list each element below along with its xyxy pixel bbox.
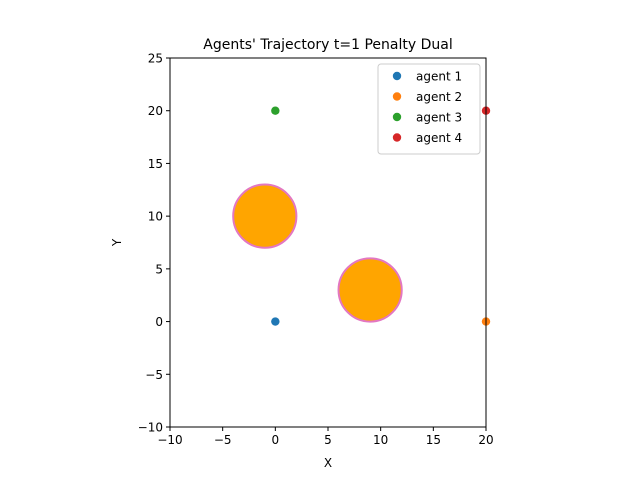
legend-label-agent-1: agent 1 (416, 70, 462, 84)
x-tick-label: 5 (324, 433, 332, 447)
y-tick-label: 10 (148, 210, 163, 224)
legend-label-agent-2: agent 2 (416, 90, 462, 104)
y-tick-label: 20 (148, 104, 163, 118)
x-axis-ticks: −10 −5 0 5 10 15 20 (157, 427, 494, 447)
chart-title: Agents' Trajectory t=1 Penalty Dual (203, 37, 452, 53)
agent-3-point-1 (271, 106, 280, 115)
x-axis-label: X (324, 456, 332, 470)
x-tick-label: 0 (272, 433, 280, 447)
y-tick-label: 5 (155, 262, 163, 276)
x-tick-label: 20 (478, 433, 493, 447)
agent-1-point-1 (271, 317, 280, 326)
y-tick-label: −5 (145, 368, 163, 382)
obstacles-layer (232, 183, 403, 323)
legend: agent 1 agent 2 agent 3 agent 4 (377, 63, 481, 155)
x-tick-label: −10 (157, 433, 182, 447)
y-tick-label: 0 (155, 315, 163, 329)
legend-marker-agent-2 (392, 92, 402, 101)
y-tick-label: −10 (138, 421, 163, 435)
obstacle-circle-2 (337, 257, 403, 323)
legend-box (377, 63, 481, 155)
y-tick-label: 15 (148, 157, 163, 171)
legend-marker-agent-1 (392, 71, 402, 81)
x-tick-label: 10 (373, 433, 388, 447)
y-axis-ticks: −10 −5 0 5 10 15 20 25 (138, 52, 170, 435)
x-tick-label: −5 (214, 433, 232, 447)
x-tick-label: 15 (426, 433, 441, 447)
legend-marker-agent-3 (392, 112, 402, 122)
legend-label-agent-4: agent 4 (416, 131, 462, 145)
legend-label-agent-3: agent 3 (416, 111, 462, 125)
legend-marker-agent-4 (392, 133, 402, 142)
y-tick-label: 25 (148, 52, 163, 66)
y-axis-label: Y (110, 238, 124, 247)
obstacle-circle-1 (232, 183, 298, 249)
